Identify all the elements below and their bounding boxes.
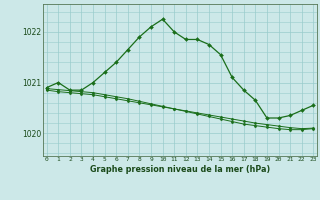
X-axis label: Graphe pression niveau de la mer (hPa): Graphe pression niveau de la mer (hPa) bbox=[90, 165, 270, 174]
